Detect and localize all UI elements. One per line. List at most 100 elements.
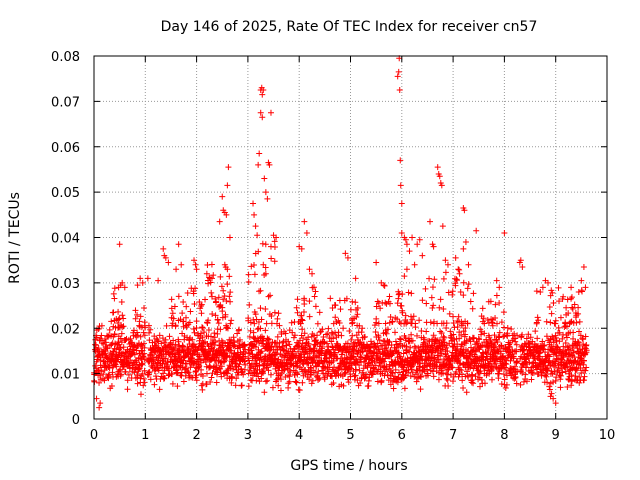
data-point [375, 320, 382, 327]
data-point [500, 333, 507, 340]
data-point [227, 340, 234, 347]
data-point [400, 350, 407, 357]
data-point [278, 370, 285, 377]
data-point [263, 320, 270, 327]
data-point [572, 373, 579, 380]
data-point [212, 295, 219, 302]
data-point [226, 344, 233, 351]
data-point [426, 275, 433, 282]
data-point [242, 353, 249, 360]
data-point [117, 345, 124, 352]
data-points [91, 55, 590, 411]
data-point [311, 293, 318, 300]
data-point [502, 385, 509, 392]
data-point [470, 380, 477, 387]
y-axis-label: ROTI / TECUs [7, 192, 23, 284]
data-point [502, 360, 509, 367]
data-point [562, 368, 569, 375]
data-point [97, 400, 104, 407]
data-point [407, 313, 414, 320]
data-point [212, 299, 219, 306]
data-point [259, 368, 266, 375]
data-point [250, 200, 257, 207]
data-point [560, 343, 567, 350]
data-point [552, 317, 559, 324]
data-point [163, 322, 170, 329]
data-point [217, 359, 224, 366]
data-point [576, 360, 583, 367]
data-point [306, 266, 313, 273]
data-point [440, 275, 447, 282]
data-point [453, 276, 460, 283]
data-point [394, 73, 401, 80]
data-point [286, 341, 293, 348]
data-point [134, 372, 141, 379]
data-point [191, 329, 198, 336]
data-point [105, 372, 112, 379]
data-point [330, 380, 337, 387]
data-point [414, 332, 421, 339]
data-point [575, 339, 582, 346]
data-point [111, 331, 118, 338]
data-point [527, 334, 534, 341]
data-point [132, 315, 139, 322]
data-point [100, 371, 107, 378]
data-point [209, 370, 216, 377]
data-point [479, 305, 486, 312]
data-point [140, 329, 147, 336]
data-point [398, 229, 405, 236]
data-point [414, 241, 421, 248]
data-point [199, 324, 206, 331]
chart-title: Day 146 of 2025, Rate Of TEC Index for r… [161, 19, 538, 35]
data-point [293, 304, 300, 311]
data-point [568, 318, 575, 325]
data-point [553, 374, 560, 381]
data-point [534, 335, 541, 342]
data-point [252, 250, 259, 257]
data-point [392, 314, 399, 321]
data-point [355, 382, 362, 389]
data-point [435, 376, 442, 383]
data-point [368, 349, 375, 356]
x-tick-label: 8 [500, 428, 508, 443]
data-point [176, 353, 183, 360]
data-point [417, 386, 424, 393]
data-point [508, 326, 515, 333]
data-point [193, 318, 200, 325]
data-point [310, 284, 317, 291]
data-point [258, 348, 265, 355]
data-point [419, 297, 426, 304]
data-point [459, 371, 466, 378]
data-point [201, 329, 208, 336]
data-point [297, 337, 304, 344]
data-point [137, 275, 144, 282]
data-point [513, 348, 520, 355]
data-point [301, 300, 308, 307]
data-point [227, 320, 234, 327]
data-point [480, 315, 487, 322]
data-point [519, 331, 526, 338]
data-point [392, 366, 399, 373]
data-point [277, 359, 284, 366]
data-point [184, 289, 191, 296]
data-point [246, 301, 253, 308]
data-point [278, 376, 285, 383]
data-point [311, 369, 318, 376]
data-point [131, 351, 138, 358]
data-point [461, 207, 468, 214]
data-point [147, 376, 154, 383]
data-point [423, 300, 430, 307]
data-point [568, 378, 575, 385]
data-point [275, 310, 282, 317]
data-point [559, 335, 566, 342]
data-point [507, 357, 514, 364]
data-point [405, 366, 412, 373]
x-tick-label: 7 [449, 428, 457, 443]
data-point [195, 353, 202, 360]
data-point [496, 284, 503, 291]
data-point [294, 370, 301, 377]
data-point [294, 309, 301, 316]
data-point [455, 356, 462, 363]
data-point [455, 313, 462, 320]
data-point [213, 379, 220, 386]
